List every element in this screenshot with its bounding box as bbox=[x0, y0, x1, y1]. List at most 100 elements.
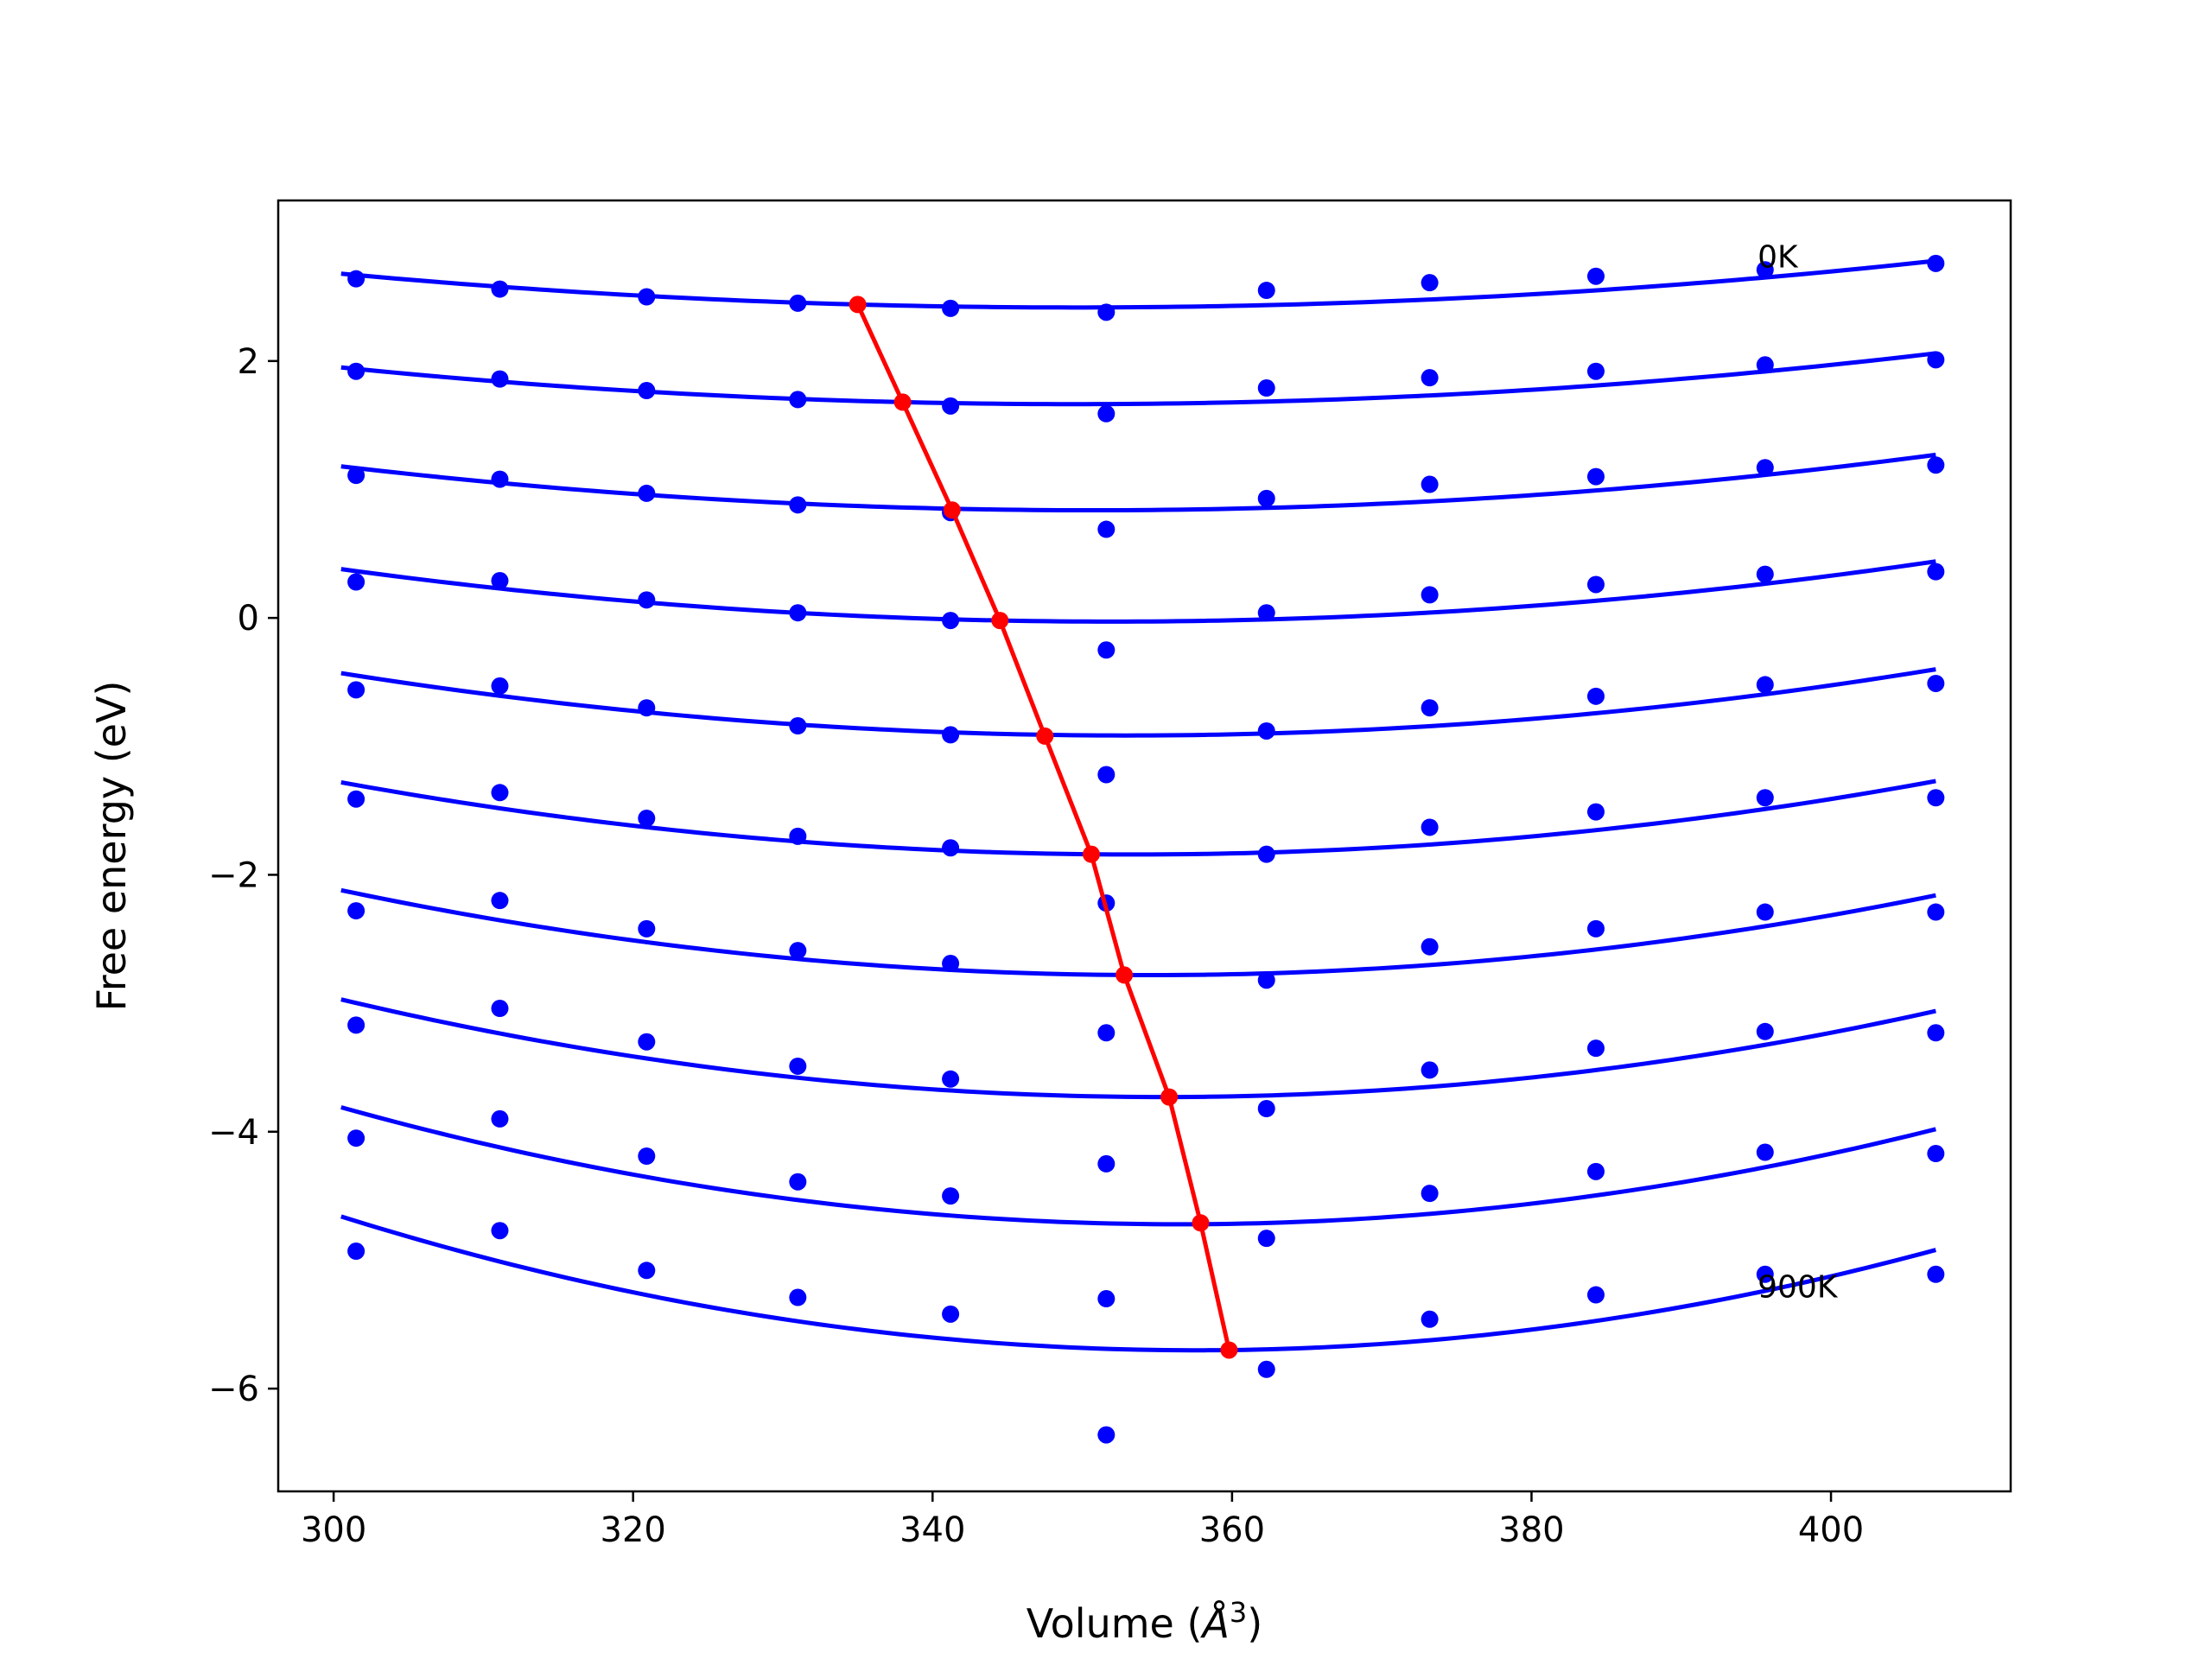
data-point bbox=[789, 827, 807, 845]
x-tick-label: 300 bbox=[301, 1510, 366, 1550]
data-point bbox=[1927, 563, 1945, 581]
data-point bbox=[1421, 1185, 1439, 1203]
fit-curve-3 bbox=[340, 559, 1936, 624]
data-point bbox=[1756, 459, 1774, 477]
data-point bbox=[347, 902, 365, 920]
data-point bbox=[1756, 789, 1774, 807]
data-point bbox=[1257, 489, 1275, 507]
data-point bbox=[1586, 467, 1605, 486]
data-point bbox=[638, 484, 656, 502]
data-point bbox=[1097, 766, 1116, 784]
data-point bbox=[1927, 674, 1945, 692]
data-point bbox=[1756, 903, 1774, 921]
minimum-point bbox=[893, 393, 912, 411]
data-point bbox=[1586, 362, 1605, 380]
minimum-point bbox=[1116, 966, 1134, 984]
fit-curve-0 bbox=[340, 258, 1936, 310]
data-point bbox=[491, 470, 509, 488]
minimum-point bbox=[1192, 1214, 1210, 1232]
data-point bbox=[1586, 1162, 1605, 1180]
data-point bbox=[1756, 1022, 1774, 1040]
x-tick-label: 380 bbox=[1498, 1510, 1564, 1550]
data-point bbox=[1756, 676, 1774, 694]
data-point bbox=[1097, 1290, 1116, 1308]
data-point bbox=[1257, 971, 1275, 989]
data-point bbox=[1257, 282, 1275, 300]
data-point bbox=[347, 573, 365, 591]
minimum-point bbox=[849, 296, 867, 314]
data-point bbox=[347, 1129, 365, 1147]
data-point bbox=[1756, 356, 1774, 374]
data-point bbox=[1927, 254, 1945, 272]
data-point bbox=[638, 288, 656, 306]
data-point bbox=[1756, 565, 1774, 583]
data-point bbox=[789, 942, 807, 960]
data-point bbox=[491, 1222, 509, 1240]
axes-frame bbox=[276, 199, 2012, 1493]
data-point bbox=[1257, 604, 1275, 622]
data-point bbox=[638, 1147, 656, 1166]
y-tick-label: 2 bbox=[238, 342, 259, 382]
data-point bbox=[491, 572, 509, 590]
data-point bbox=[789, 391, 807, 409]
data-point bbox=[347, 362, 365, 380]
data-point bbox=[1097, 303, 1116, 321]
data-point bbox=[1756, 1143, 1774, 1161]
x-tick-label: 340 bbox=[899, 1510, 965, 1550]
data-point bbox=[1756, 1265, 1774, 1283]
minimum-point bbox=[943, 501, 961, 519]
data-point bbox=[638, 591, 656, 609]
y-tick-label: −6 bbox=[208, 1370, 259, 1409]
data-point bbox=[789, 294, 807, 312]
x-axis-label-open-paren: ( bbox=[1174, 1600, 1203, 1647]
data-point bbox=[638, 382, 656, 400]
x-axis-label-unit: Å bbox=[1199, 1600, 1229, 1647]
data-point bbox=[1257, 379, 1275, 397]
data-point bbox=[1097, 641, 1116, 659]
fit-curve-7 bbox=[340, 997, 1936, 1100]
data-point bbox=[942, 955, 960, 973]
data-point bbox=[1421, 818, 1439, 836]
x-tick-label: 360 bbox=[1199, 1510, 1265, 1550]
data-point bbox=[1421, 938, 1439, 956]
data-point bbox=[1586, 687, 1605, 705]
data-point bbox=[347, 681, 365, 699]
data-point bbox=[1927, 456, 1945, 474]
data-point bbox=[1586, 267, 1605, 285]
data-point bbox=[1421, 1061, 1439, 1079]
data-point bbox=[1586, 919, 1605, 938]
data-point bbox=[491, 892, 509, 910]
curve-label-1: 900K bbox=[1758, 1270, 1839, 1306]
fit-curve-8 bbox=[340, 1105, 1936, 1227]
data-point bbox=[1586, 803, 1605, 821]
data-point bbox=[491, 370, 509, 388]
data-point bbox=[638, 1033, 656, 1051]
minimum-point bbox=[1220, 1341, 1238, 1359]
data-point bbox=[1257, 721, 1275, 740]
fit-curve-1 bbox=[340, 351, 1936, 407]
minimum-point bbox=[1036, 727, 1054, 745]
minima-line bbox=[855, 303, 1231, 1351]
data-point bbox=[347, 467, 365, 485]
data-point bbox=[942, 612, 960, 630]
data-point bbox=[1097, 1024, 1116, 1042]
data-point bbox=[491, 280, 509, 298]
data-point bbox=[1097, 1426, 1116, 1444]
data-point bbox=[1257, 1360, 1275, 1378]
data-point bbox=[1097, 520, 1116, 538]
y-axis: −6 −4 −2 0 2 bbox=[208, 342, 278, 1409]
fit-curve-2 bbox=[340, 452, 1936, 513]
x-axis-label-unit-exponent: 3 bbox=[1230, 1596, 1247, 1629]
data-point bbox=[1586, 575, 1605, 594]
data-point bbox=[942, 726, 960, 744]
data-point bbox=[789, 1057, 807, 1075]
x-axis-label-close-paren: ) bbox=[1247, 1600, 1262, 1647]
y-tick-label: −2 bbox=[208, 855, 259, 895]
data-point bbox=[942, 1305, 960, 1323]
data-point bbox=[491, 1109, 509, 1128]
data-point bbox=[942, 397, 960, 415]
data-point bbox=[789, 1173, 807, 1191]
x-tick-label: 320 bbox=[601, 1510, 666, 1550]
